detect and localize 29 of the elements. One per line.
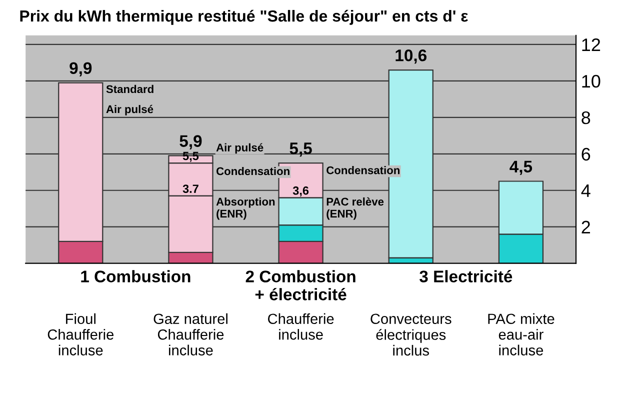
annotation: 3.7 — [182, 184, 198, 193]
total-label: 4,5 — [510, 160, 532, 175]
total-label: 9,9 — [70, 62, 92, 76]
annotation: Condensation — [216, 166, 290, 176]
text: 1 Combustion — [81, 270, 190, 282]
y-tick-label: 8 — [582, 111, 590, 124]
total-label: 10,6 — [396, 49, 426, 64]
x-tick-label: Gaz naturel Chaufferie incluse — [154, 313, 228, 356]
text: 2 Combustion + électricité — [246, 270, 356, 300]
x-tick-label: Convecteurs électriques inclus — [370, 314, 452, 356]
annotation: Absorption (ENR) — [216, 197, 275, 220]
total-label: 5,9 — [180, 135, 202, 150]
y-tick-label: 10 — [582, 74, 600, 88]
annotation: Air pulsé — [106, 104, 154, 116]
y-tick-label: 6 — [582, 148, 590, 161]
y-tick-label: 2 — [582, 220, 590, 234]
x-tick-label: Chaufferie incluse — [268, 313, 334, 340]
chart-title: Prix du kWh thermique restitué "Salle de séjour" en cts d' ε — [20, 10, 468, 25]
annotation: PAC relève (ENR) — [326, 197, 384, 220]
annotation: Air pulsé — [216, 143, 264, 154]
y-tick-label: 12 — [582, 38, 600, 52]
total-label: 5,5 — [290, 142, 312, 157]
annotation: Standard — [106, 84, 154, 94]
y-tick-label: 4 — [581, 184, 590, 197]
annotation: Condensation — [326, 166, 400, 174]
annotation: 3,6 — [292, 186, 309, 196]
x-tick-label: PAC mixte eau-air incluse — [488, 313, 554, 356]
text: 3 Electricité — [420, 270, 512, 282]
x-tick-label: Fioul Chaufferie incluse — [48, 313, 114, 356]
